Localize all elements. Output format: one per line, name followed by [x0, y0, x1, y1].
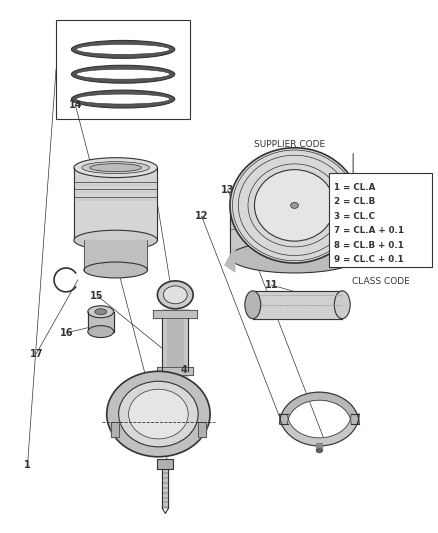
Ellipse shape [163, 286, 187, 304]
Ellipse shape [254, 169, 335, 241]
Ellipse shape [76, 44, 170, 54]
Ellipse shape [245, 291, 261, 319]
Polygon shape [279, 414, 359, 446]
Polygon shape [74, 168, 157, 240]
Ellipse shape [119, 381, 198, 447]
Text: 4: 4 [181, 365, 187, 375]
Text: 13: 13 [221, 185, 234, 195]
Bar [157, 459, 173, 469]
Polygon shape [153, 310, 197, 318]
Ellipse shape [95, 309, 107, 314]
Polygon shape [167, 317, 183, 373]
Polygon shape [198, 422, 206, 437]
Ellipse shape [88, 306, 114, 318]
Ellipse shape [157, 281, 193, 309]
Text: 9 = CL.C + 0.1: 9 = CL.C + 0.1 [334, 255, 404, 264]
Polygon shape [279, 392, 359, 424]
Polygon shape [230, 205, 359, 257]
Polygon shape [111, 422, 119, 437]
Ellipse shape [74, 158, 157, 177]
Polygon shape [253, 291, 342, 319]
Ellipse shape [82, 161, 149, 174]
Polygon shape [162, 309, 188, 376]
Polygon shape [157, 367, 193, 375]
Text: 16: 16 [60, 328, 74, 338]
Ellipse shape [290, 203, 298, 208]
Polygon shape [84, 240, 148, 270]
Ellipse shape [84, 262, 148, 278]
Ellipse shape [76, 94, 170, 104]
Bar [56, 20, 190, 119]
Polygon shape [225, 247, 235, 272]
Text: 3 = CL.C: 3 = CL.C [334, 212, 375, 221]
Ellipse shape [107, 372, 210, 457]
Text: 7 = CL.A + 0.1: 7 = CL.A + 0.1 [334, 226, 404, 235]
Polygon shape [88, 312, 114, 332]
Bar [329, 173, 431, 267]
Polygon shape [162, 469, 168, 508]
Ellipse shape [71, 41, 175, 58]
Text: 8 = CL.B + 0.1: 8 = CL.B + 0.1 [334, 240, 404, 249]
Text: 11: 11 [265, 280, 278, 290]
Ellipse shape [76, 69, 170, 79]
Text: SUPPLIER CODE: SUPPLIER CODE [254, 140, 325, 149]
Text: 17: 17 [29, 349, 43, 359]
Ellipse shape [230, 241, 359, 273]
Ellipse shape [334, 291, 350, 319]
Ellipse shape [74, 230, 157, 250]
Text: 1 = CL.A: 1 = CL.A [334, 182, 376, 191]
Text: 12: 12 [195, 211, 208, 221]
Polygon shape [316, 443, 322, 450]
Text: 2 = CL.B: 2 = CL.B [334, 197, 375, 206]
Ellipse shape [316, 449, 322, 453]
Text: 14: 14 [69, 100, 82, 110]
Ellipse shape [90, 164, 141, 172]
Text: 1: 1 [24, 460, 31, 470]
Ellipse shape [129, 389, 188, 439]
Text: CLASS CODE: CLASS CODE [352, 277, 410, 286]
Ellipse shape [230, 148, 359, 263]
Ellipse shape [88, 326, 114, 337]
Text: 15: 15 [90, 290, 104, 301]
Ellipse shape [71, 90, 175, 108]
Ellipse shape [71, 65, 175, 83]
